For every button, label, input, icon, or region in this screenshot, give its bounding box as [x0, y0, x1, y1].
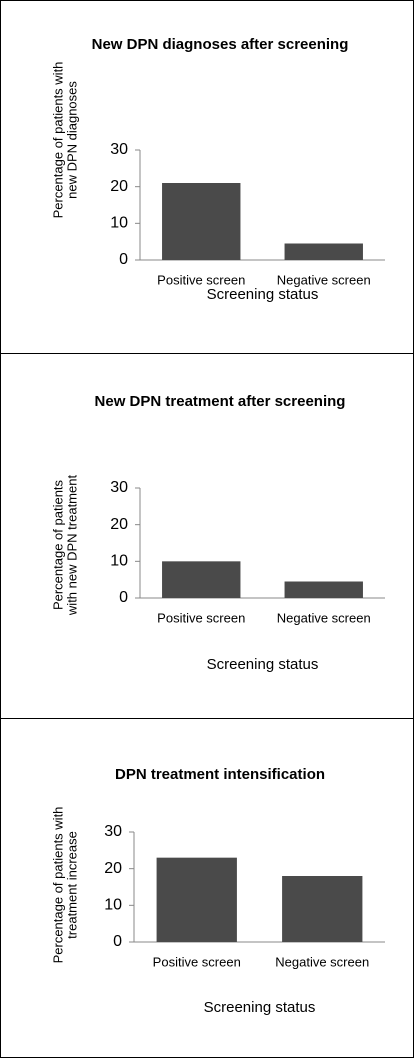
bar [284, 581, 363, 598]
y-tick-label: 0 [119, 589, 128, 606]
y-axis-label: Percentage of patients with [50, 62, 65, 219]
y-axis-label: Percentage of patients [50, 479, 65, 610]
y-tick-label: 10 [104, 897, 122, 914]
x-axis-label: Screening status [207, 656, 319, 673]
bar [282, 876, 363, 942]
y-tick-label: 10 [110, 215, 128, 232]
y-tick-label: 20 [110, 178, 128, 195]
x-axis-label: Screening status [204, 999, 316, 1016]
y-tick-label: 20 [110, 516, 128, 533]
y-axis-label: Percentage of patients with [50, 807, 65, 964]
bar [162, 183, 241, 260]
bar [162, 561, 241, 598]
x-tick-label: Negative screen [277, 610, 371, 625]
x-tick-label: Positive screen [157, 610, 245, 625]
y-tick-label: 30 [110, 141, 128, 158]
y-tick-label: 30 [110, 479, 128, 496]
y-axis-label: treatment increase [64, 831, 79, 939]
y-tick-label: 0 [119, 251, 128, 268]
chart-title: DPN treatment intensification [115, 766, 325, 783]
x-tick-label: Negative screen [277, 272, 371, 287]
y-tick-label: 10 [110, 553, 128, 570]
x-tick-label: Positive screen [157, 272, 245, 287]
chart-title: New DPN diagnoses after screening [92, 36, 349, 53]
y-axis-label: new DPN diagnoses [64, 81, 79, 199]
y-axis-label: with new DPN treatment [64, 475, 79, 617]
chart-title: New DPN treatment after screening [95, 393, 346, 410]
x-tick-label: Positive screen [153, 954, 241, 969]
x-tick-label: Negative screen [275, 954, 369, 969]
y-tick-label: 0 [113, 933, 122, 950]
x-axis-label: Screening status [207, 286, 319, 303]
y-tick-label: 30 [104, 823, 122, 840]
bar [284, 243, 363, 260]
bar [156, 857, 237, 942]
y-tick-label: 20 [104, 860, 122, 877]
